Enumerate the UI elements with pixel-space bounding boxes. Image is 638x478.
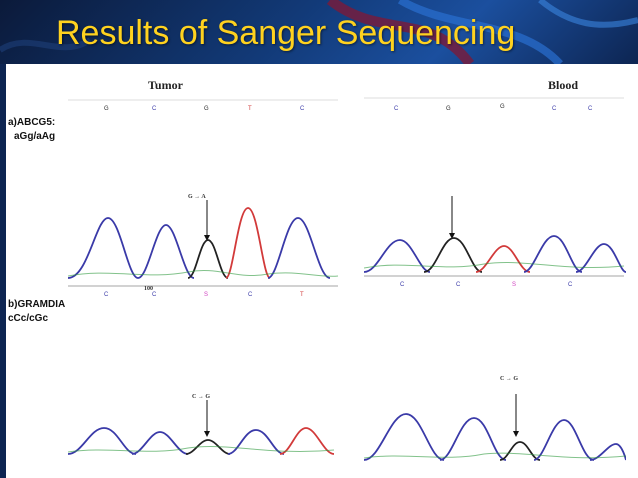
base-call: C bbox=[248, 292, 253, 298]
slide-header: Results of Sanger Sequencing bbox=[0, 0, 638, 64]
chromatogram-blood-gramdia: C → G bbox=[364, 376, 626, 461]
base-call: C bbox=[394, 106, 399, 112]
row-label-abcg5: a)ABCG5: aGg/aAg bbox=[8, 116, 55, 144]
column-header-tumor: Tumor bbox=[148, 78, 183, 92]
trace-peak-blue bbox=[523, 235, 583, 273]
trace-peak-blue bbox=[267, 217, 331, 279]
row-label-gramdia: b)GRAMDIA cCc/cGc bbox=[8, 298, 65, 326]
chromatogram-tumor-abcg5: G C G T C G → A bbox=[68, 99, 339, 279]
base-call: C bbox=[568, 282, 573, 286]
base-calls-blood-abcg5: C G G C C bbox=[394, 104, 593, 112]
trace-peak-blue bbox=[227, 429, 285, 455]
trace-peak-blue bbox=[68, 427, 137, 455]
trace-peak-blue bbox=[137, 224, 195, 279]
base-call: G bbox=[500, 104, 505, 110]
base-call: C bbox=[152, 106, 157, 112]
trace-peak-red bbox=[279, 427, 335, 455]
gene-name-gramdia: b)GRAMDIA bbox=[8, 299, 66, 310]
trace-peak-blue bbox=[439, 417, 507, 461]
trace-peak-black bbox=[185, 439, 231, 455]
trace-peak-black bbox=[423, 237, 483, 273]
mutation-label-blood-gramdia: C → G bbox=[500, 376, 518, 382]
trace-peak-blue bbox=[364, 239, 431, 273]
figure-area: Tumor Blood a)ABCG5: aGg/aAg b)GRAMDIA c… bbox=[6, 64, 638, 478]
position-label-tumor-gramdia: 100 bbox=[144, 286, 153, 292]
chromatogram-tumor-gramdia: 100 C C S C T C → G bbox=[68, 285, 338, 455]
chromatogram-blood-abcg5: C G G C C C C S C bbox=[364, 97, 626, 286]
base-calls-tumor-gramdia: C C S C T bbox=[104, 292, 304, 298]
trace-peak-blue bbox=[589, 443, 626, 461]
trace-peak-black bbox=[187, 239, 229, 279]
base-call: G bbox=[104, 106, 109, 112]
trace-peak-black bbox=[499, 441, 541, 461]
genotype-gramdia: cCc/cGc bbox=[8, 313, 49, 324]
base-call: S bbox=[204, 292, 208, 298]
trace-peak-blue bbox=[364, 413, 445, 461]
base-call: T bbox=[300, 292, 304, 298]
base-call: C bbox=[300, 106, 305, 112]
trace-peak-red bbox=[225, 207, 271, 279]
base-call: G bbox=[204, 106, 209, 112]
base-call: C bbox=[152, 292, 157, 298]
base-call: T bbox=[248, 106, 252, 112]
base-call: C bbox=[552, 106, 557, 112]
left-accent-bar bbox=[0, 64, 6, 478]
genotype-abcg5: aGg/aAg bbox=[14, 131, 56, 142]
trace-peak-blue bbox=[68, 217, 139, 279]
base-call: G bbox=[446, 106, 451, 112]
base-call: S bbox=[512, 282, 516, 286]
dna-helix-graphic bbox=[0, 0, 638, 64]
mutation-label-tumor-gramdia: C → G bbox=[192, 394, 210, 400]
gene-name-abcg5: a)ABCG5: bbox=[8, 117, 56, 128]
trace-peak-blue bbox=[533, 419, 595, 461]
base-call: C bbox=[104, 292, 109, 298]
slide-title: Results of Sanger Sequencing bbox=[56, 14, 516, 52]
mutation-label-tumor-abcg5: G → A bbox=[188, 194, 206, 200]
base-calls-tumor-abcg5: G C G T C bbox=[104, 106, 305, 112]
base-calls-blood-gramdia: C C S C bbox=[400, 282, 573, 286]
column-header-blood: Blood bbox=[548, 78, 579, 92]
trace-peak-red bbox=[475, 245, 531, 273]
base-call: C bbox=[588, 106, 593, 112]
base-call: C bbox=[400, 282, 405, 286]
base-call: C bbox=[456, 282, 461, 286]
